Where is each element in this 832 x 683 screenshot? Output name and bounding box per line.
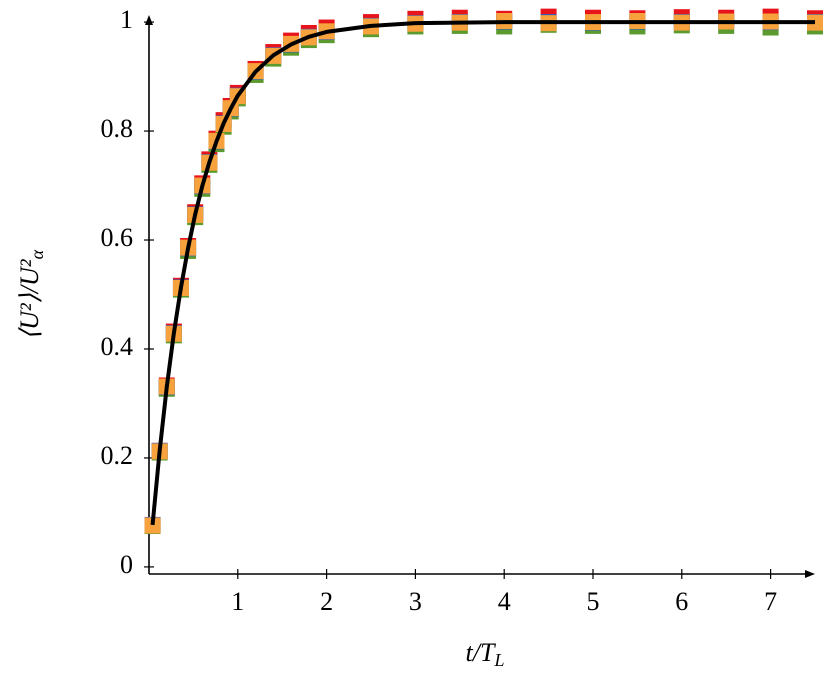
y-tick-label: 0.2 <box>101 441 134 470</box>
data-marker <box>144 517 161 534</box>
y-tick-label: 0 <box>120 550 133 579</box>
x-tick-label: 4 <box>498 587 511 616</box>
fit-line <box>150 20 815 526</box>
y-tick-label: 0.4 <box>101 332 134 361</box>
x-tick-label: 1 <box>231 587 244 616</box>
x-tick-label: 3 <box>409 587 422 616</box>
x-tick-label: 2 <box>320 587 333 616</box>
y-axis-label-sub: α <box>27 249 47 259</box>
x-axis-label: t/TL <box>466 638 505 670</box>
x-axis-arrow <box>805 570 815 578</box>
y-axis-label-main: ⟨U²⟩/U² <box>15 258 44 340</box>
y-tick-label: 1 <box>120 5 133 34</box>
y-axis-label: ⟨U²⟩/U²α <box>15 249 47 340</box>
y-axis-arrow <box>145 15 153 25</box>
x-tick-label: 7 <box>764 587 777 616</box>
x-tick-label: 6 <box>675 587 688 616</box>
y-tick-label: 0.6 <box>101 223 134 252</box>
x-tick-label: 5 <box>587 587 600 616</box>
x-axis-label-main: t/T <box>466 638 496 667</box>
y-tick-label: 0.8 <box>101 114 134 143</box>
x-axis-label-sub: L <box>493 650 504 670</box>
